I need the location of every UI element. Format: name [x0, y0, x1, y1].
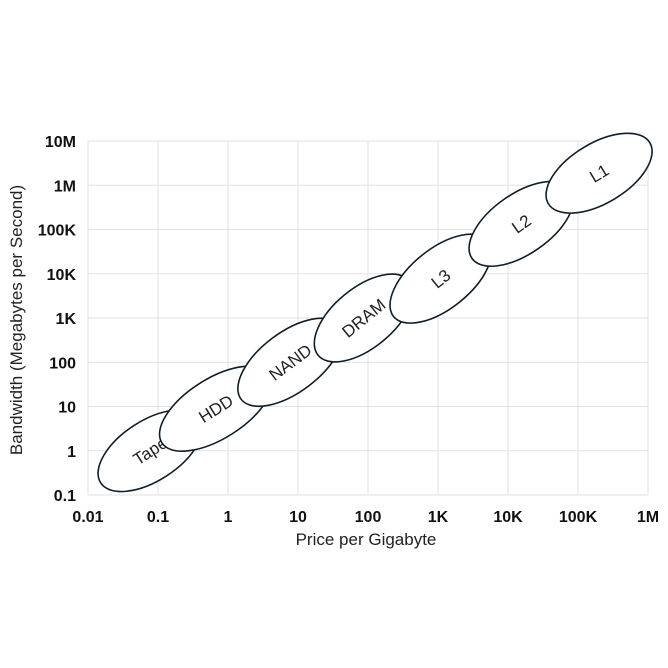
x-tick-label: 10K — [493, 509, 523, 526]
x-tick-label: 1K — [428, 509, 449, 526]
y-axis-ticks: 0.1 1 10 100 1K 10K 100K 1M 10M — [38, 134, 77, 505]
y-tick-label: 10K — [47, 267, 77, 284]
y-tick-label: 1M — [54, 178, 76, 195]
x-tick-label: 1M — [637, 509, 659, 526]
tier-ellipse — [545, 132, 653, 214]
x-tick-label: 1 — [224, 509, 233, 526]
x-axis-ticks: 0.01 0.1 1 10 100 1K 10K 100K 1M — [72, 509, 659, 526]
y-tick-label: 100K — [38, 223, 77, 240]
y-axis-title: Bandwidth (Megabytes per Second) — [7, 185, 26, 455]
y-tick-label: 1K — [56, 311, 77, 328]
x-tick-label: 0.1 — [147, 509, 169, 526]
y-tick-label: 10M — [45, 134, 76, 151]
x-axis-title: Price per Gigabyte — [296, 530, 437, 549]
y-tick-label: 100 — [49, 355, 76, 372]
x-tick-label: 0.01 — [72, 509, 103, 526]
y-tick-label: 1 — [67, 444, 76, 461]
x-tick-label: 100K — [559, 509, 598, 526]
x-tick-label: 100 — [355, 509, 382, 526]
y-tick-label: 10 — [58, 400, 76, 417]
tier-l1: L1 — [545, 132, 653, 214]
x-tick-label: 10 — [289, 509, 307, 526]
y-tick-label: 0.1 — [54, 488, 76, 505]
tier-dram: DRAM — [313, 273, 414, 363]
